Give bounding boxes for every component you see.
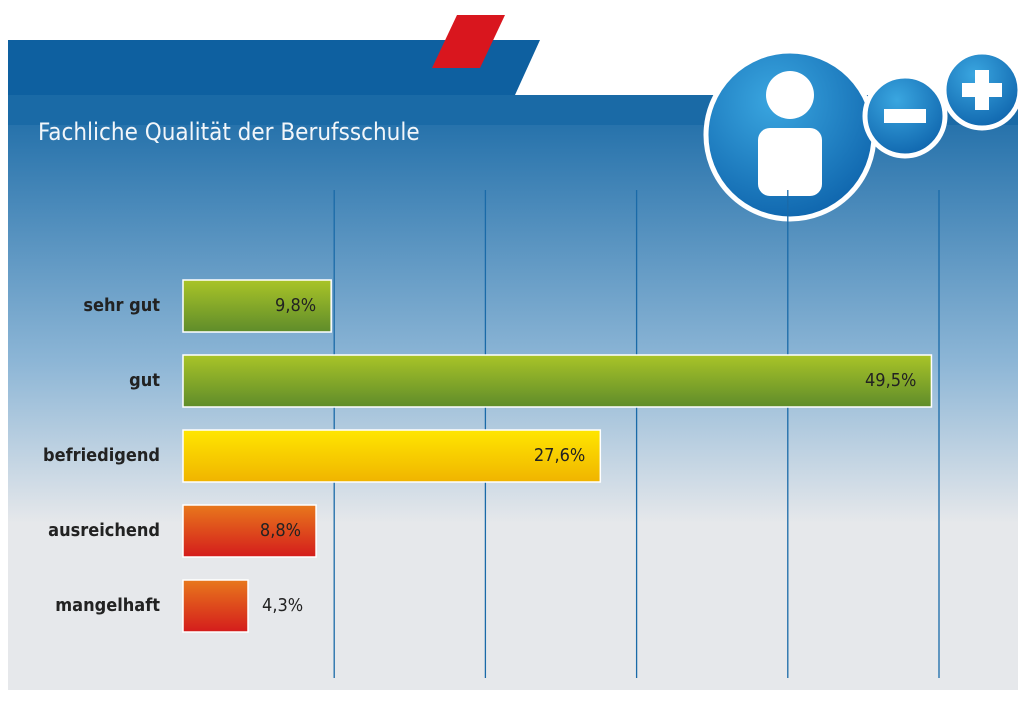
minus (884, 109, 926, 123)
bar (182, 279, 332, 333)
red-accent (432, 15, 505, 68)
category-label: ausreichend (48, 520, 160, 541)
value-label: 27,6% (534, 445, 585, 466)
person-body (758, 128, 822, 196)
value-label: 9,8% (275, 295, 316, 316)
value-label: 4,3% (262, 595, 303, 616)
person-head (766, 71, 814, 119)
category-label: sehr gut (83, 295, 160, 316)
value-label: 49,5% (865, 370, 916, 391)
category-label: gut (129, 370, 160, 391)
bar (182, 579, 249, 633)
bar (182, 504, 317, 558)
category-label: mangelhaft (55, 595, 160, 616)
bar (182, 429, 602, 483)
header-tab (8, 40, 540, 95)
category-label: befriedigend (43, 445, 160, 466)
chart-title: Fachliche Qualität der Berufsschule (38, 118, 420, 146)
icon (703, 48, 1023, 222)
bar (182, 354, 933, 408)
value-label: 8,8% (260, 520, 301, 541)
plus-v (975, 70, 989, 110)
